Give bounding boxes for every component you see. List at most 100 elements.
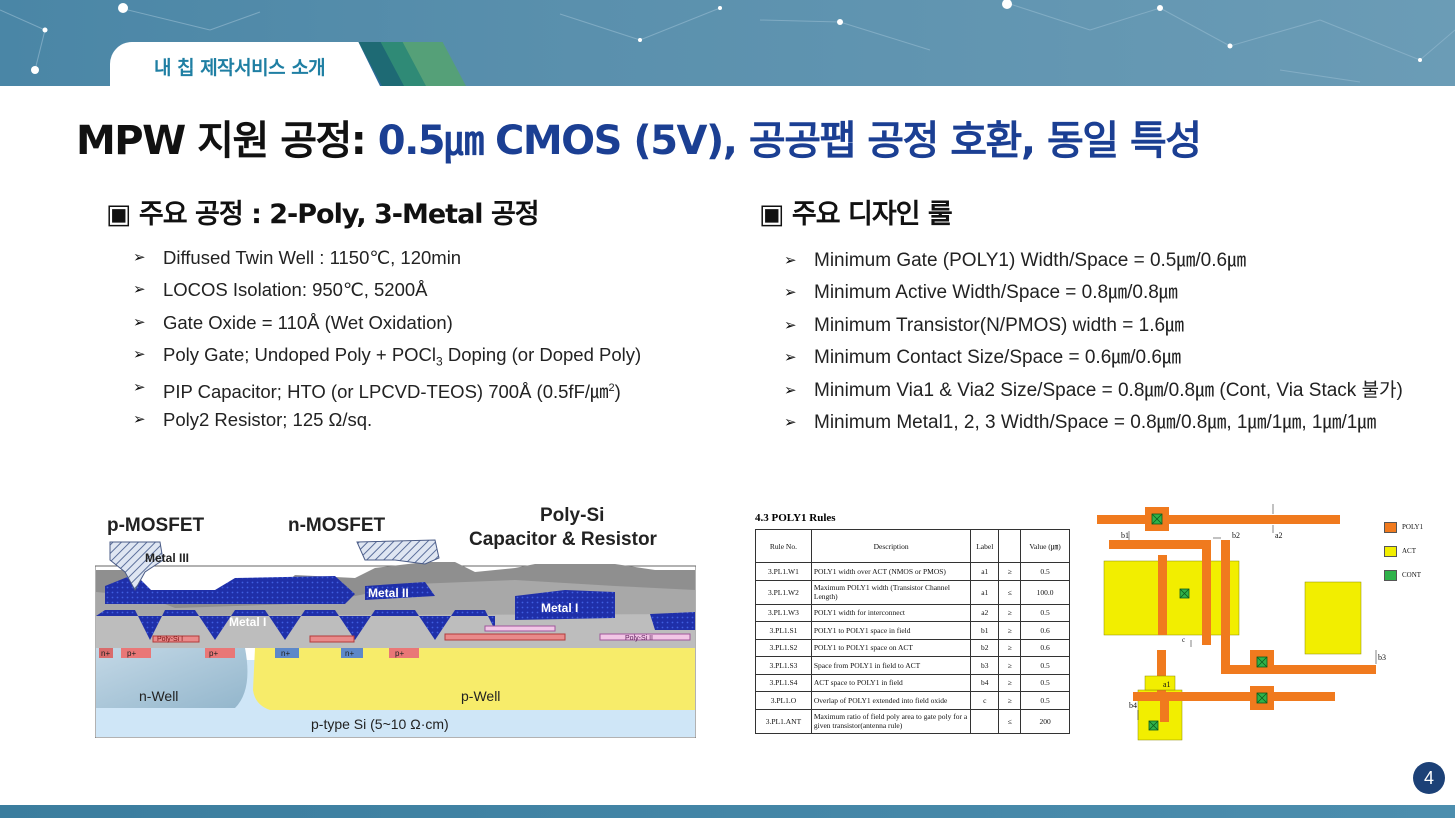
list-item-text: Minimum Transistor(N/PMOS) width = 1.6㎛ <box>814 314 1185 336</box>
design-rule-heading: ▣ 주요 디자인 룰 <box>759 199 953 230</box>
section-tab: 내 칩 제작서비스 소개 <box>110 42 380 86</box>
dim-label: c <box>1182 636 1185 644</box>
table-cell: b1 <box>970 621 1000 640</box>
arrow-bullet-icon: ➢ <box>784 316 797 334</box>
poly-line <box>1158 555 1167 635</box>
table-cell: POLY1 to POLY1 space on ACT <box>810 638 972 657</box>
table-cell: 3.PL1.W3 <box>755 603 812 622</box>
table-row: 3.PL1.S3 Space from POLY1 in field to ACT… <box>755 656 1070 675</box>
legend-label: ACT <box>1402 547 1416 555</box>
list-item: ➢ Gate Oxide = 110Å (Wet Oxidation) <box>133 309 641 341</box>
column-header <box>998 529 1022 563</box>
list-item: ➢ LOCOS Isolation: 950℃, 5200Å <box>133 276 641 308</box>
table-cell: ≤ <box>998 579 1022 605</box>
list-item: ➢ Minimum Via1 & Via2 Size/Space = 0.8㎛/0… <box>784 377 1403 409</box>
pplus-label: p+ <box>209 649 218 658</box>
table-row: 3.PL1.W1 POLY1 width over ACT (NMOS or PM… <box>755 562 1070 581</box>
list-item: ➢ Minimum Contact Size/Space = 0.6㎛/0.6㎛ <box>784 344 1403 376</box>
table-cell: b2 <box>970 638 1000 657</box>
column-header: Rule No. <box>755 529 812 563</box>
poly-line <box>1097 515 1340 524</box>
list-item-text: Minimum Gate (POLY1) Width/Space = 0.5㎛/… <box>814 250 1247 271</box>
table-cell: Maximum POLY1 width (Transistor Channel … <box>810 579 972 605</box>
nplus-label: n+ <box>101 649 110 658</box>
poly-line <box>1202 540 1211 645</box>
dim-label: b4 <box>1129 701 1137 710</box>
page-number: 4 <box>1413 762 1445 794</box>
cont-swatch-icon <box>1384 569 1397 581</box>
table-cell: 0.5 <box>1020 673 1070 692</box>
dim-label: b1 <box>1121 531 1129 540</box>
arrow-bullet-icon: ➢ <box>133 378 146 396</box>
table-cell: 100.0 <box>1020 579 1070 605</box>
table-cell: 0.5 <box>1020 691 1070 710</box>
table-row: 3.PL1.S2 POLY1 to POLY1 space on ACT b2 ≥0.… <box>755 638 1070 657</box>
pplus-label: p+ <box>395 649 404 658</box>
table-cell: a2 <box>970 603 1000 622</box>
list-item: ➢ Minimum Transistor(N/PMOS) width = 1.6㎛ <box>784 312 1403 344</box>
act-swatch-icon <box>1384 545 1397 557</box>
network-decoration <box>0 0 1455 83</box>
arrow-bullet-icon: ➢ <box>133 313 146 331</box>
table-cell: 3.PL1.W2 <box>755 579 812 605</box>
process-heading: ▣ 주요 공정 : 2-Poly, 3-Metal 공정 <box>106 199 540 230</box>
page-title: MPW 지원 공정: 0.5㎛ CMOS (5V), 공공팹 공정 호환, 동일… <box>76 108 1202 166</box>
contact-markers <box>1148 513 1268 731</box>
table-cell: a1 <box>970 562 1000 581</box>
subscript: 3 <box>436 354 443 369</box>
list-item-text: Gate Oxide = 110Å (Wet Oxidation) <box>163 311 453 333</box>
list-item: ➢ Minimum Active Width/Space = 0.8㎛/0.8㎛ <box>784 279 1403 311</box>
table-cell: ≥ <box>998 621 1022 640</box>
table-row: 3.PL1.W3 POLY1 width for interconnect a2 ≥0… <box>755 603 1070 622</box>
dim-label: b3 <box>1378 653 1386 662</box>
table-cell: 3.PL1.S1 <box>755 621 812 640</box>
legend-item: POLY1 <box>1384 515 1423 539</box>
dim-label: a2 <box>1275 531 1283 540</box>
design-rule-list: ➢ Minimum Gate (POLY1) Width/Space = 0.5㎛… <box>784 247 1403 441</box>
table-cell: Maximum ratio of field poly area to gate… <box>810 708 972 734</box>
section-tab-label: 내 칩 제작서비스 소개 <box>154 57 326 79</box>
table-cell: ≥ <box>998 603 1022 622</box>
list-item: ➢ Minimum Metal1, 2, 3 Width/Space = 0.8㎛… <box>784 409 1403 441</box>
table-row: 3.PL1.ANT Maximum ratio of field poly are… <box>755 708 1070 734</box>
table-cell: ≥ <box>998 562 1022 581</box>
table-cell: b3 <box>970 656 1000 675</box>
table-cell: ≥ <box>998 656 1022 675</box>
nwell-label: n-Well <box>139 688 178 704</box>
table-cell: POLY1 width for interconnect <box>810 603 972 622</box>
layout-legend: POLY1 ACT CONT <box>1384 515 1423 587</box>
table-cell: b4 <box>970 673 1000 692</box>
list-item-text: Poly2 Resistor; 125 Ω/sq. <box>163 408 373 430</box>
poly-line <box>1157 650 1166 695</box>
pmos-label: p-MOSFET <box>107 515 204 536</box>
metal2-label: Metal II <box>368 586 409 600</box>
table-cell: ≥ <box>998 638 1022 657</box>
arrow-bullet-icon: ➢ <box>784 381 797 399</box>
metal3-label: Metal III <box>145 551 189 565</box>
arrow-bullet-icon: ➢ <box>133 346 146 364</box>
list-item: ➢ Minimum Gate (POLY1) Width/Space = 0.5㎛… <box>784 247 1403 279</box>
list-item-text: Minimum Contact Size/Space = 0.6㎛/0.6㎛ <box>814 347 1181 369</box>
table-cell: ≥ <box>998 673 1022 692</box>
act-region <box>1144 675 1176 691</box>
legend-item: ACT <box>1384 539 1423 563</box>
legend-label: POLY1 <box>1402 523 1424 531</box>
table-cell: ACT space to POLY1 in field <box>810 673 972 692</box>
table-cell: 0.5 <box>1020 656 1070 675</box>
arrow-bullet-icon: ➢ <box>784 284 797 302</box>
process-list: ➢ Diffused Twin Well : 1150℃, 120min ➢ LOC… <box>133 244 641 438</box>
cap-res-label: Capacitor & Resistor <box>469 529 658 550</box>
poly1-label: Poly-Si I <box>157 636 183 643</box>
arrow-bullet-icon: ➢ <box>784 349 797 367</box>
list-item-text: PIP Capacitor; HTO (or LPCVD-TEOS) 700Å … <box>163 380 609 402</box>
table-cell: ≥ <box>998 691 1022 710</box>
act-region <box>1103 560 1240 636</box>
header-band: 내 칩 제작서비스 소개 <box>0 0 1455 86</box>
table-cell: POLY1 to POLY1 space in field <box>810 621 972 640</box>
metal1-label: Metal I <box>229 615 266 629</box>
title-prefix: MPW 지원 공정: <box>76 118 367 164</box>
arrow-bullet-icon: ➢ <box>133 410 146 428</box>
table-cell: c <box>970 691 1000 710</box>
poly1-rules-table: Rule No. Description Label Value (㎛) 3.P… <box>755 529 1070 734</box>
metal1-label: Metal I <box>541 601 578 615</box>
